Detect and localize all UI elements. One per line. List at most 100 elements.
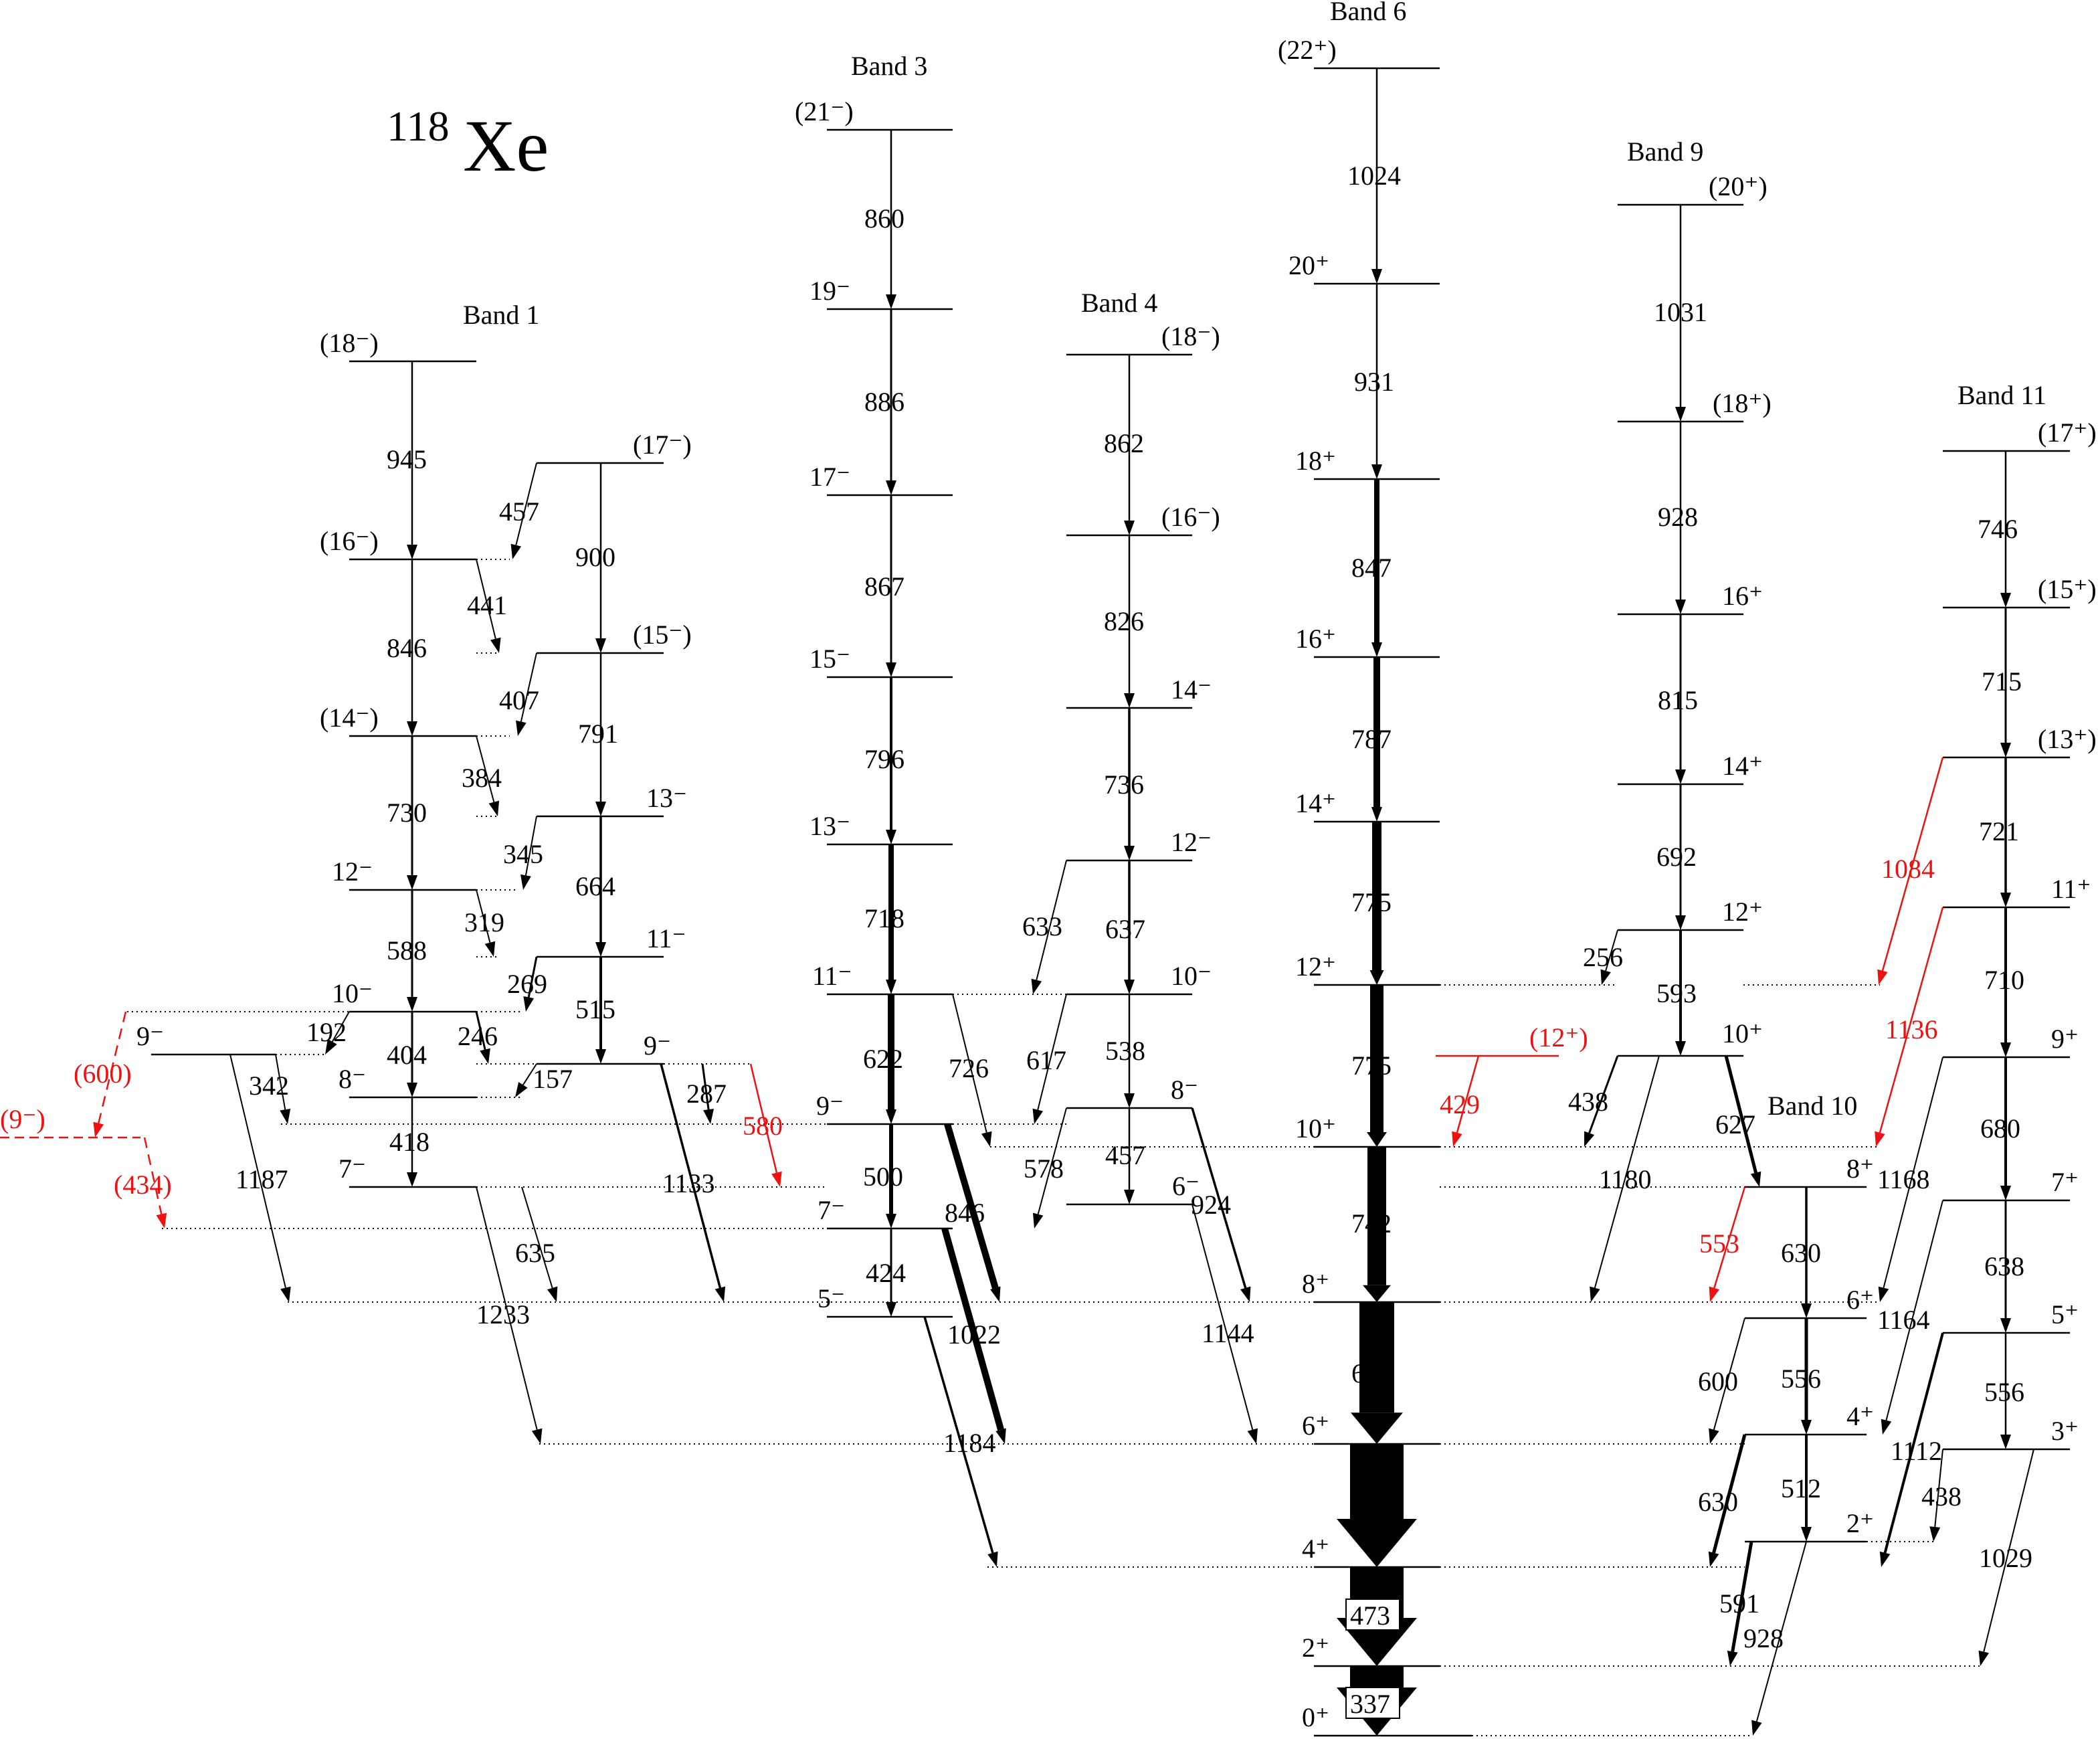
arrow-head: [531, 1428, 543, 1444]
spin-label: 8⁺: [1302, 1269, 1329, 1299]
spin-label: 7⁻: [339, 1154, 366, 1184]
arrow-shaft: [1731, 1541, 1753, 1652]
transition-arrow: [595, 816, 606, 957]
spin-label: 18⁺: [1295, 446, 1336, 476]
arrow-head: [516, 720, 527, 736]
energy-label: 438: [1568, 1087, 1608, 1117]
arrow-head: [886, 1109, 896, 1124]
energy-label: 1144: [1202, 1318, 1254, 1348]
spin-label: 4⁺: [1302, 1534, 1329, 1564]
arrow-head: [2000, 1042, 2011, 1057]
energy-label: 1133: [662, 1168, 715, 1198]
intensity-box: [1345, 1598, 1400, 1631]
transition-arrow: [1881, 1200, 1943, 1435]
arrow-head: [1240, 1286, 1251, 1302]
transition-arrow: [1369, 822, 1384, 985]
transition-arrow: [595, 463, 606, 653]
transition-arrow: [595, 653, 606, 816]
arrow-head: [1750, 1171, 1761, 1187]
arrow-shaft: [660, 1063, 722, 1289]
arrow-shaft: [1713, 1317, 1745, 1431]
arrow-head: [1452, 1131, 1462, 1147]
energy-label: 630: [1781, 1238, 1821, 1268]
energy-label: 847: [1351, 553, 1392, 583]
transition-arrow: [407, 559, 417, 736]
arrow-head: [1124, 846, 1135, 860]
arrow-shaft: [1191, 1204, 1254, 1431]
arrow-head: [1367, 1132, 1387, 1147]
spin-label: 19⁻: [809, 276, 850, 306]
arrow-head: [990, 1286, 1001, 1302]
spin-label: (17⁻): [633, 430, 692, 460]
arrow-shaft: [1879, 907, 1944, 1133]
arrow-head: [771, 1171, 782, 1187]
arrow-head: [1369, 970, 1384, 985]
spin-label: 13⁻: [809, 811, 850, 841]
arrow-shaft: [521, 1186, 553, 1289]
spin-label: (18⁺): [1713, 388, 1772, 418]
energy-label: 500: [863, 1162, 903, 1192]
energy-label: 710: [1984, 965, 2024, 995]
transition-arrow: [1708, 1434, 1747, 1567]
energy-label: 692: [1656, 842, 1697, 872]
arrow-head: [995, 1428, 1006, 1444]
arrow-head: [595, 1049, 606, 1064]
transition-arrow: [407, 1097, 417, 1187]
new-transition-arrow: [1875, 907, 1944, 1147]
energy-label: 192: [306, 1017, 347, 1047]
transition-arrow: [2000, 757, 2011, 907]
energy-label: 441: [467, 590, 507, 620]
spin-label: 14⁺: [1722, 751, 1763, 781]
energy-label: 342: [249, 1071, 289, 1101]
energy-label: 791: [578, 719, 618, 749]
energy-labels: 945 846 730 588 404 418 900 791 664 515 …: [74, 161, 2032, 1719]
energy-label: 588: [387, 935, 427, 966]
transition-arrow: [1367, 985, 1387, 1147]
arrow-shaft: [1588, 1055, 1619, 1133]
arrow-head: [1371, 642, 1382, 657]
energy-label: 742: [1351, 1208, 1392, 1239]
spin-label: 11⁻: [812, 961, 852, 991]
energy-label: 600: [1698, 1366, 1738, 1396]
transition-arrow: [1032, 1107, 1067, 1228]
energy-label: 775: [1351, 1050, 1392, 1081]
transition-arrow: [1590, 1055, 1660, 1302]
arrow-shaft: [476, 889, 491, 943]
spin-label: 9⁻: [816, 1091, 844, 1121]
energy-label: 556: [1984, 1377, 2024, 1407]
arrow-shaft: [1037, 1107, 1067, 1215]
arrow-head: [1878, 1286, 1889, 1302]
arrow-head: [547, 1286, 558, 1302]
spin-label: 5⁻: [818, 1283, 845, 1313]
transition-arrow: [1675, 784, 1686, 930]
energy-label: 867: [864, 571, 904, 602]
transition-arrow: [2000, 451, 2011, 608]
new-transition-arrow: [143, 1137, 167, 1228]
arrow-head: [1247, 1428, 1258, 1444]
transition-arrow: [1675, 930, 1686, 1056]
arrow-head: [886, 980, 896, 994]
band-label: Band 6: [1330, 0, 1406, 26]
energy-label: 637: [1105, 914, 1145, 944]
arrow-shaft: [701, 1063, 710, 1110]
transition-arrow: [1709, 1317, 1745, 1444]
arrow-head: [1978, 1650, 1990, 1666]
arrow-head: [1751, 1720, 1762, 1736]
energy-label: 269: [507, 969, 547, 999]
transition-arrow: [1878, 1057, 1943, 1302]
transition-arrow: [510, 462, 537, 559]
transition-arrow: [1031, 860, 1067, 994]
spin-label: 8⁺: [1846, 1154, 1874, 1184]
arrow-shaft: [1191, 1107, 1247, 1289]
energy-label: 860: [864, 203, 904, 234]
energy-label: 586: [1351, 1489, 1392, 1520]
energy-label: 457: [499, 496, 539, 527]
energy-label: 1084: [1881, 854, 1935, 884]
transition-arrow: [952, 994, 992, 1147]
energy-label: (434): [114, 1170, 172, 1200]
arrow-shaft: [98, 1011, 127, 1123]
spin-label: 10⁻: [332, 978, 373, 1008]
energy-label: 438: [1921, 1481, 1962, 1512]
transition-arrow: [1124, 355, 1135, 535]
